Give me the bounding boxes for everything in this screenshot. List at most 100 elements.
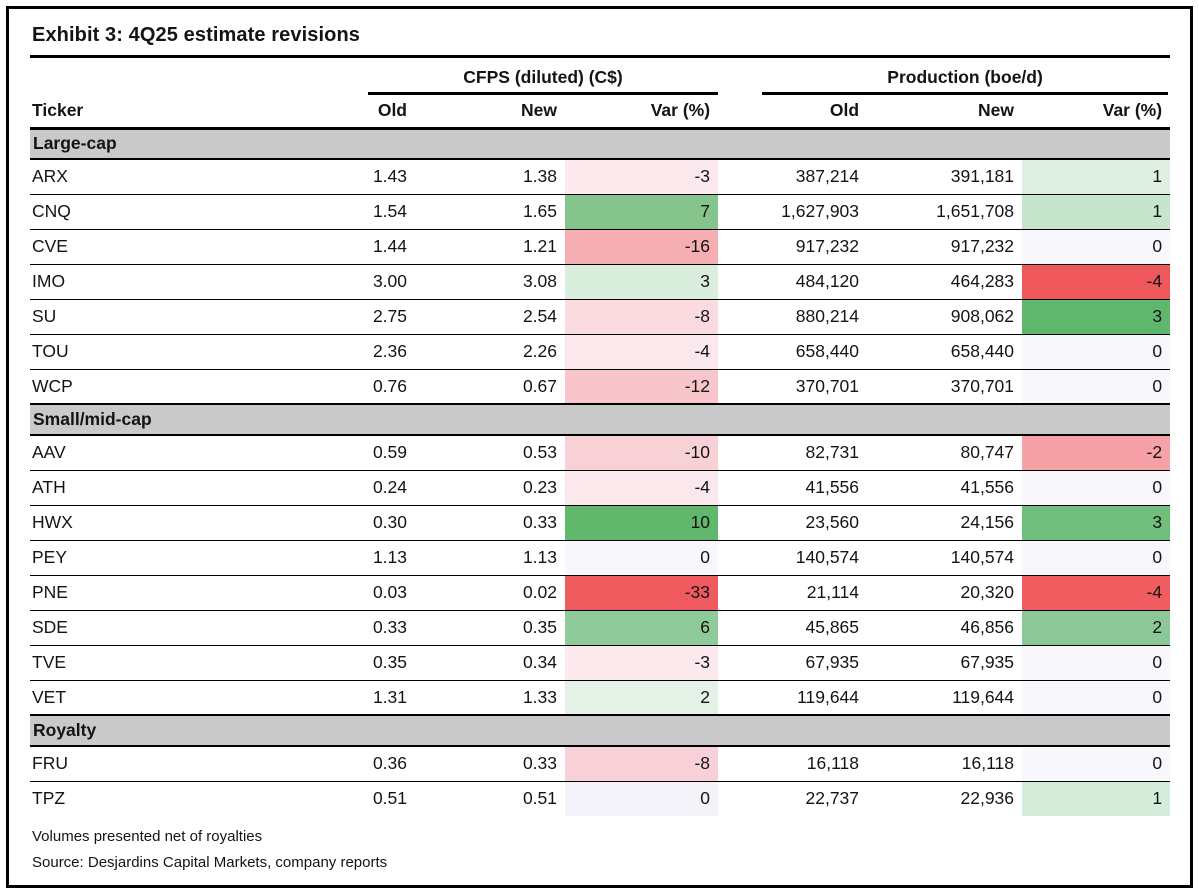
cfps-old-cell: 0.03 <box>340 575 415 611</box>
prod-new-cell: 20,320 <box>867 575 1023 611</box>
cfps-var-cell: -8 <box>565 746 719 782</box>
column-header-cfps-new: New <box>415 95 565 130</box>
prod-var-cell: 0 <box>1022 229 1171 265</box>
prod-old-cell: 23,560 <box>718 505 868 541</box>
prod-var-cell: 0 <box>1022 746 1171 782</box>
prod-var-cell: -2 <box>1022 435 1171 471</box>
prod-var-cell: 0 <box>1022 680 1171 716</box>
cfps-old-cell: 0.76 <box>340 369 415 405</box>
section-label: Royalty <box>30 714 1171 747</box>
cfps-new-cell: 2.26 <box>415 334 565 370</box>
ticker-cell: CVE <box>30 229 340 265</box>
cfps-new-cell: 1.65 <box>415 194 565 230</box>
prod-var-cell: 3 <box>1022 299 1171 335</box>
cfps-old-cell: 1.54 <box>340 194 415 230</box>
ticker-cell: IMO <box>30 264 340 300</box>
table-body: Large-cap ARX 1.43 1.38 -3 387,214 391,181 1 CNQ… <box>30 127 1171 816</box>
prod-var-cell: 0 <box>1022 470 1171 506</box>
cfps-new-cell: 0.35 <box>415 610 565 646</box>
ticker-cell: TPZ <box>30 781 340 816</box>
prod-new-cell: 908,062 <box>867 299 1023 335</box>
prod-new-cell: 16,118 <box>867 746 1023 782</box>
prod-new-cell: 391,181 <box>867 159 1023 195</box>
prod-new-cell: 464,283 <box>867 264 1023 300</box>
prod-old-cell: 484,120 <box>718 264 868 300</box>
prod-old-cell: 21,114 <box>718 575 868 611</box>
cfps-old-cell: 0.33 <box>340 610 415 646</box>
prod-var-cell: 1 <box>1022 194 1171 230</box>
table-row: CNQ 1.54 1.65 7 1,627,903 1,651,708 1 <box>30 194 1171 230</box>
ticker-cell: SU <box>30 299 340 335</box>
column-header-ticker: Ticker <box>30 95 340 130</box>
cfps-new-cell: 1.21 <box>415 229 565 265</box>
section-row: Royalty <box>30 714 1171 747</box>
estimates-table: CFPS (diluted) (C$) Production (boe/d) T… <box>30 58 1171 816</box>
cfps-var-cell: 6 <box>565 610 719 646</box>
cfps-new-cell: 0.51 <box>415 781 565 816</box>
cfps-old-cell: 1.31 <box>340 680 415 716</box>
ticker-cell: WCP <box>30 369 340 405</box>
section-label: Small/mid-cap <box>30 403 1171 436</box>
table-header: CFPS (diluted) (C$) Production (boe/d) T… <box>30 58 1171 130</box>
cfps-var-cell: -33 <box>565 575 719 611</box>
ticker-cell: ATH <box>30 470 340 506</box>
prod-var-cell: 2 <box>1022 610 1171 646</box>
cfps-new-cell: 2.54 <box>415 299 565 335</box>
cfps-new-cell: 1.38 <box>415 159 565 195</box>
column-header-prod-var: Var (%) <box>1022 95 1171 130</box>
ticker-cell: PNE <box>30 575 340 611</box>
cfps-var-cell: -16 <box>565 229 719 265</box>
cfps-old-cell: 0.30 <box>340 505 415 541</box>
prod-old-cell: 880,214 <box>718 299 868 335</box>
table-row: VET 1.31 1.33 2 119,644 119,644 0 <box>30 680 1171 716</box>
prod-old-cell: 1,627,903 <box>718 194 868 230</box>
cfps-new-cell: 0.23 <box>415 470 565 506</box>
prod-var-cell: 1 <box>1022 159 1171 195</box>
group-label-production: Production (boe/d) <box>762 64 1169 95</box>
cfps-old-cell: 1.43 <box>340 159 415 195</box>
cfps-var-cell: 10 <box>565 505 719 541</box>
table-row: ARX 1.43 1.38 -3 387,214 391,181 1 <box>30 159 1171 195</box>
table-row: WCP 0.76 0.67 -12 370,701 370,701 0 <box>30 369 1171 405</box>
table-row: AAV 0.59 0.53 -10 82,731 80,747 -2 <box>30 435 1171 471</box>
cfps-old-cell: 0.24 <box>340 470 415 506</box>
cfps-var-cell: 0 <box>565 781 719 816</box>
column-header-prod-new: New <box>867 95 1023 130</box>
cfps-new-cell: 0.67 <box>415 369 565 405</box>
prod-var-cell: 0 <box>1022 334 1171 370</box>
table-row: PNE 0.03 0.02 -33 21,114 20,320 -4 <box>30 575 1171 611</box>
ticker-cell: TVE <box>30 645 340 681</box>
column-header-row: Ticker Old New Var (%) Old New Var (%) <box>30 95 1171 130</box>
cfps-old-cell: 2.36 <box>340 334 415 370</box>
prod-var-cell: -4 <box>1022 264 1171 300</box>
cfps-old-cell: 1.13 <box>340 540 415 576</box>
cfps-new-cell: 0.33 <box>415 746 565 782</box>
prod-old-cell: 119,644 <box>718 680 868 716</box>
ticker-cell: AAV <box>30 435 340 471</box>
column-header-prod-old: Old <box>718 95 868 130</box>
column-header-cfps-old: Old <box>340 95 415 130</box>
table-row: IMO 3.00 3.08 3 484,120 464,283 -4 <box>30 264 1171 300</box>
prod-var-cell: 0 <box>1022 540 1171 576</box>
cfps-old-cell: 2.75 <box>340 299 415 335</box>
footnotes: Volumes presented net of royalties Sourc… <box>30 816 1170 876</box>
prod-old-cell: 67,935 <box>718 645 868 681</box>
ticker-cell: CNQ <box>30 194 340 230</box>
cfps-var-cell: 0 <box>565 540 719 576</box>
ticker-cell: ARX <box>30 159 340 195</box>
cfps-old-cell: 0.51 <box>340 781 415 816</box>
prod-old-cell: 387,214 <box>718 159 868 195</box>
cfps-var-cell: -3 <box>565 159 719 195</box>
table-row: SDE 0.33 0.35 6 45,865 46,856 2 <box>30 610 1171 646</box>
exhibit-title: Exhibit 3: 4Q25 estimate revisions <box>30 19 1170 58</box>
cfps-old-cell: 1.44 <box>340 229 415 265</box>
ticker-cell: VET <box>30 680 340 716</box>
prod-new-cell: 24,156 <box>867 505 1023 541</box>
table-row: TPZ 0.51 0.51 0 22,737 22,936 1 <box>30 781 1171 816</box>
ticker-cell: HWX <box>30 505 340 541</box>
prod-new-cell: 80,747 <box>867 435 1023 471</box>
section-row: Small/mid-cap <box>30 403 1171 436</box>
prod-new-cell: 1,651,708 <box>867 194 1023 230</box>
ticker-cell: FRU <box>30 746 340 782</box>
cfps-new-cell: 1.13 <box>415 540 565 576</box>
